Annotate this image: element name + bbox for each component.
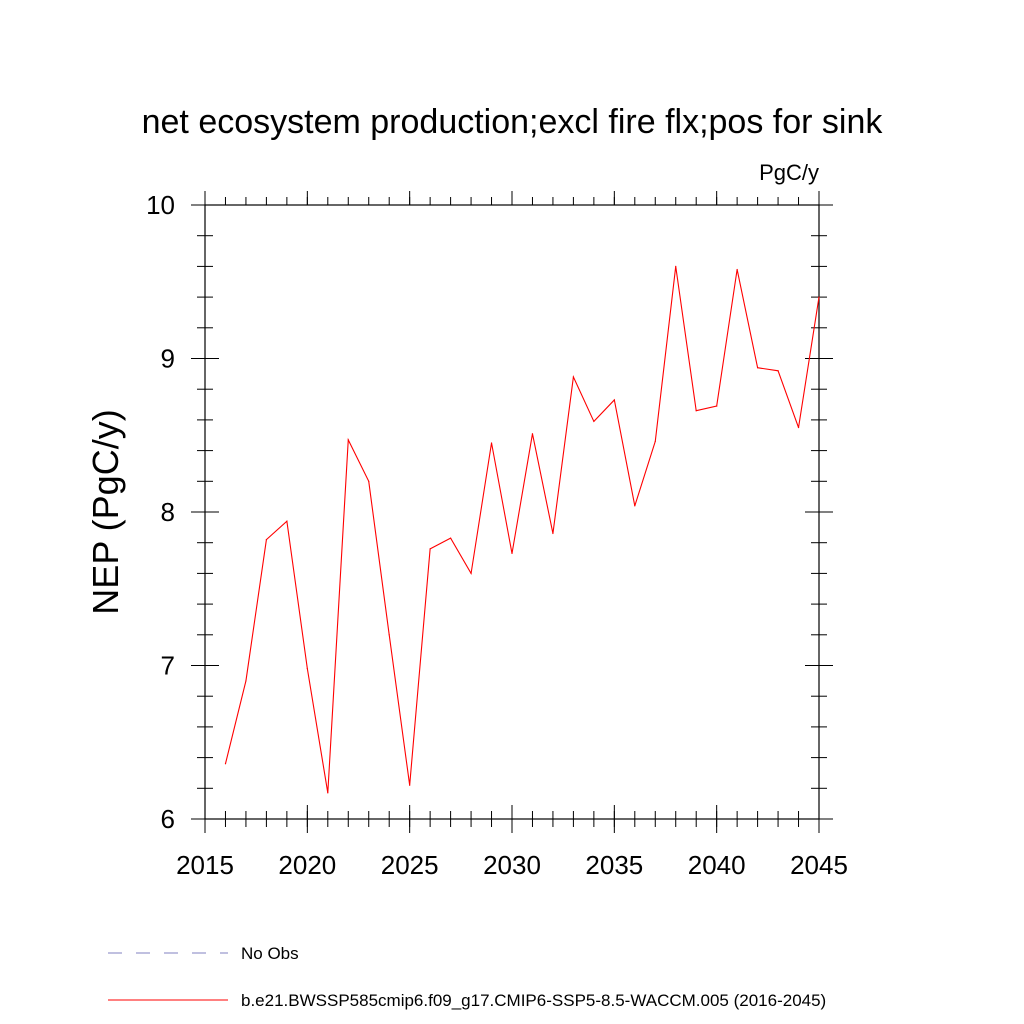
data-point	[224, 763, 227, 765]
data-point	[450, 537, 452, 539]
x-tick-label: 2020	[278, 850, 336, 880]
data-point	[675, 265, 677, 267]
data-point	[347, 439, 349, 441]
x-tick-label: 2035	[585, 850, 643, 880]
y-axis-label: NEP (PgC/y)	[85, 409, 126, 614]
x-tick-label: 2025	[381, 850, 439, 880]
y-tick-label: 8	[161, 497, 175, 527]
data-point	[531, 433, 534, 435]
x-tick-label: 2015	[176, 850, 234, 880]
data-point	[634, 505, 636, 507]
data-point	[429, 548, 431, 550]
x-tick-labels: 2015 2020 2025 2030 2035 2040 2045	[176, 850, 848, 880]
data-point	[327, 792, 329, 794]
data-point	[490, 442, 493, 444]
axis-ticks	[191, 191, 833, 833]
y-tick-label: 7	[161, 651, 175, 681]
series-line-0	[224, 266, 820, 793]
plot-frame	[204, 204, 820, 820]
data-point	[777, 370, 779, 372]
data-point	[368, 480, 370, 482]
data-point	[306, 667, 308, 670]
y-tick-label: 6	[161, 804, 175, 834]
legend-label-model: b.e21.BWSSP585cmip6.f09_g17.CMIP6-SSP5-8…	[241, 991, 826, 1010]
data-point	[572, 376, 575, 378]
data-point	[757, 367, 759, 369]
data-point	[654, 440, 656, 442]
data-point	[695, 410, 697, 412]
series-layer	[224, 265, 820, 794]
y-tick-labels: 6 7 8 9 10	[146, 190, 175, 834]
data-point	[470, 572, 472, 575]
data-point	[593, 420, 595, 423]
y-tick-label: 10	[146, 190, 175, 220]
x-tick-label: 2040	[688, 850, 746, 880]
legend: No Obs b.e21.BWSSP585cmip6.f09_g17.CMIP6…	[108, 944, 826, 1010]
data-point	[409, 784, 411, 786]
chart-title: net ecosystem production;excl fire flx;p…	[142, 103, 884, 141]
data-point	[286, 520, 288, 522]
data-point	[736, 268, 738, 271]
x-tick-label: 2045	[790, 850, 848, 880]
y-tick-label: 9	[161, 344, 175, 374]
data-point	[245, 680, 247, 682]
data-point	[552, 532, 554, 535]
data-point	[818, 296, 820, 298]
data-point	[388, 634, 390, 636]
x-tick-label: 2030	[483, 850, 541, 880]
legend-label-no-obs: No Obs	[241, 944, 299, 963]
data-point	[716, 405, 718, 407]
data-point	[511, 552, 513, 555]
data-point	[265, 539, 267, 541]
units-label: PgC/y	[759, 160, 819, 185]
data-point	[797, 426, 800, 429]
data-point	[613, 399, 615, 401]
